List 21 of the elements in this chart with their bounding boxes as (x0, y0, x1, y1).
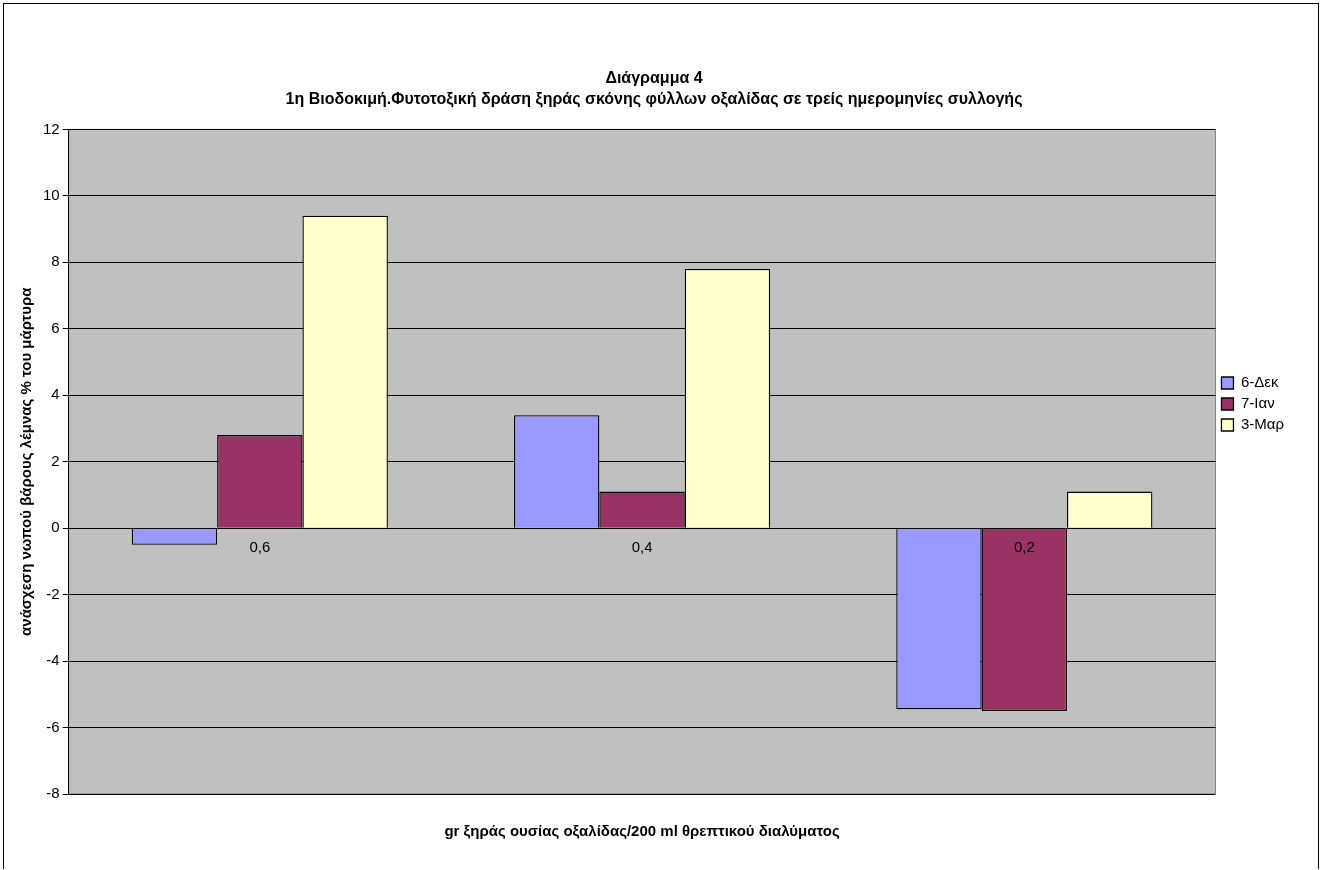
chart-subtitle: 1η Βιοδοκιμή.Φυτοτοξική δράση ξηράς σκόνης φύλλων οξαλίδας σε τρείς ημερομηνίες συλλογής (285, 90, 1023, 109)
legend-label: 6-Δεκ (1240, 373, 1280, 391)
legend-label: 3-Μαρ (1240, 415, 1285, 433)
legend-label: 7-Ιαν (1240, 394, 1275, 412)
x-tick-label: 0,2 (1013, 537, 1035, 555)
y-tick-label: -4 (46, 651, 60, 669)
y-tick-label: 12 (43, 119, 60, 137)
x-tick-label: 0,6 (249, 537, 271, 555)
y-tick-label: 8 (51, 252, 60, 270)
x-axis-title: gr ξηράς ουσίας οξαλίδας/200 ml θρεπτικού διαλύματος (444, 821, 840, 839)
y-tick-label: -8 (46, 784, 60, 802)
y-axis-title: ανάσχεση νωπού βάρους λέμνας % του μάρτυρα (17, 286, 35, 636)
y-tick-label: 10 (43, 186, 60, 203)
y-tick-label: -6 (46, 717, 60, 735)
y-tick-label: 6 (51, 318, 60, 336)
y-tick-label: -2 (46, 584, 60, 602)
x-tick-label: 0,4 (631, 537, 653, 555)
y-tick-label: 4 (51, 385, 60, 403)
y-tick-label: 2 (51, 451, 60, 469)
chart-title: Διάγραμμα 4 (605, 69, 703, 87)
y-tick-label: 0 (51, 518, 60, 536)
